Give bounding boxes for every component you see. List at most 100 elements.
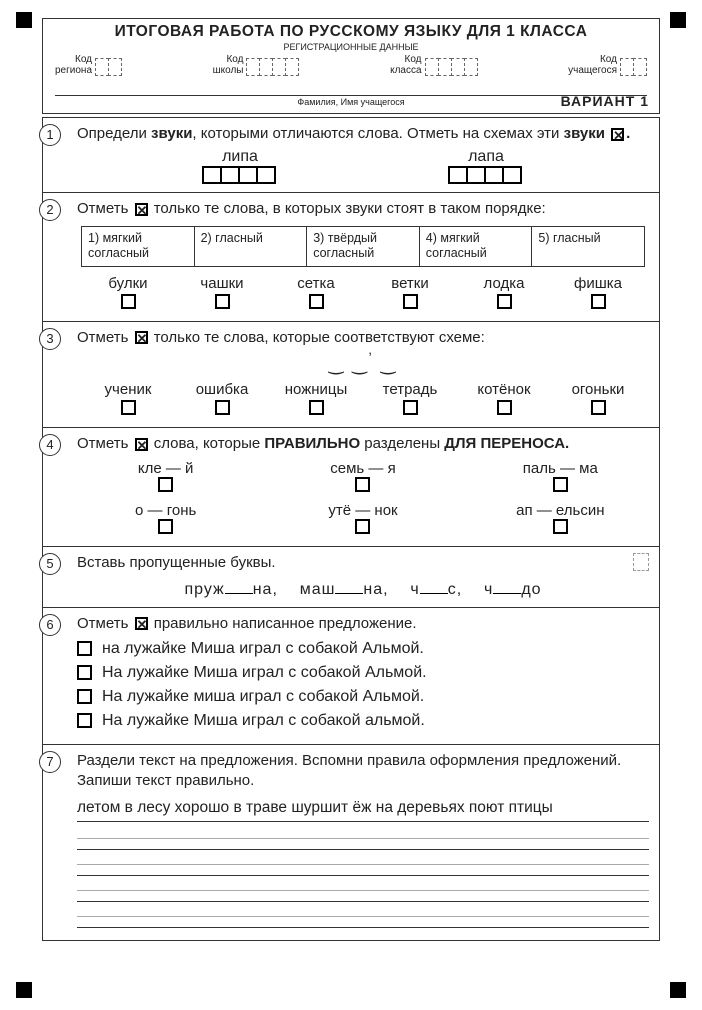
q3-word: ученик <box>81 381 175 398</box>
q6-option: на лужайке Миша играл с собакой Альмой. <box>102 640 424 658</box>
q2-word: чашки <box>175 275 269 292</box>
checkbox[interactable] <box>591 294 606 309</box>
question-6: 6 Отметь правильно написанное предложени… <box>42 607 660 745</box>
blank-input[interactable] <box>335 580 363 594</box>
checkbox[interactable] <box>403 400 418 415</box>
q2-table: 1) мягкий согласный 2) гласный 3) твёрды… <box>81 226 645 267</box>
checkbox[interactable] <box>158 519 173 534</box>
qnum-5: 5 <box>39 553 61 575</box>
q3-scheme: ‿ ‿ʼ ‿ <box>77 350 649 375</box>
checkbox[interactable] <box>309 294 324 309</box>
writing-line[interactable] <box>77 854 649 876</box>
codes-row: Код региона Код школы Код класса Код уча… <box>51 54 651 76</box>
q1-cells-2[interactable] <box>450 166 522 184</box>
checkbox[interactable] <box>497 294 512 309</box>
qnum-4: 4 <box>39 434 61 456</box>
q5-words: пружна, машна, чс, чдо <box>77 580 649 599</box>
q2-word: ветки <box>363 275 457 292</box>
question-3: 3 Отметь только те слова, которые соотве… <box>42 321 660 428</box>
qnum-3: 3 <box>39 328 61 350</box>
qnum-6: 6 <box>39 614 61 636</box>
q6-option: На лужайке Миша играл с собакой Альмой. <box>102 664 427 682</box>
q4-word: кле — й <box>77 460 254 477</box>
q1-word-1: липа <box>204 148 276 166</box>
q4-word: утё — нок <box>274 502 451 519</box>
checkbox[interactable] <box>355 519 370 534</box>
q2-col: 4) мягкий согласный <box>420 227 533 266</box>
checkbox[interactable] <box>121 294 136 309</box>
qnum-1: 1 <box>39 124 61 146</box>
q2-col: 5) гласный <box>532 227 644 266</box>
q4-word: о — гонь <box>77 502 254 519</box>
checkbox[interactable] <box>121 400 136 415</box>
q2-col: 2) гласный <box>195 227 308 266</box>
checkbox-marked-icon <box>611 128 624 141</box>
q2-words: булки чашки сетка ветки лодка фишка <box>77 275 649 313</box>
q3-words: ученик ошибка ножницы тетрадь котёнок ог… <box>77 381 649 419</box>
checkbox[interactable] <box>553 477 568 492</box>
q4-word: ап — ельсин <box>472 502 649 519</box>
variant: ВАРИАНТ 1 <box>561 93 649 109</box>
q3-word: тетрадь <box>363 381 457 398</box>
question-4: 4 Отметь слова, которые ПРАВИЛЬНО раздел… <box>42 427 660 547</box>
checkbox[interactable] <box>77 689 92 704</box>
q2-col: 3) твёрдый согласный <box>307 227 420 266</box>
checkbox[interactable] <box>158 477 173 492</box>
q2-word: фишка <box>551 275 645 292</box>
q1-prompt: Определи звуки, которыми отличаются слов… <box>77 124 649 144</box>
question-1: 1 Определи звуки, которыми отличаются сл… <box>42 117 660 193</box>
q2-col: 1) мягкий согласный <box>82 227 195 266</box>
q1-word-2: лапа <box>450 148 522 166</box>
checkbox[interactable] <box>553 519 568 534</box>
q4-word: паль — ма <box>472 460 649 477</box>
q3-word: ошибка <box>175 381 269 398</box>
reg-label: РЕГИСТРАЦИОННЫЕ ДАННЫЕ <box>51 42 651 52</box>
q6-option: На лужайке миша играл с собакой Альмой. <box>102 688 424 706</box>
q2-word: сетка <box>269 275 363 292</box>
q7-prompt: Раздели текст на предложения. Вспомни пр… <box>77 751 649 792</box>
header: ИТОГОВАЯ РАБОТА ПО РУССКОМУ ЯЗЫКУ ДЛЯ 1 … <box>42 18 660 114</box>
checkbox[interactable] <box>497 400 512 415</box>
name-input-line[interactable] <box>55 82 647 96</box>
q1-cells-1[interactable] <box>204 166 276 184</box>
q3-word: котёнок <box>457 381 551 398</box>
checkbox[interactable] <box>591 400 606 415</box>
blank-input[interactable] <box>225 580 253 594</box>
checkbox[interactable] <box>355 477 370 492</box>
blank-input[interactable] <box>420 580 448 594</box>
question-5: 5 Вставь пропущенные буквы. пружна, машн… <box>42 546 660 607</box>
q2-word: булки <box>81 275 175 292</box>
writing-line[interactable] <box>77 906 649 928</box>
checkbox[interactable] <box>77 641 92 656</box>
checkbox[interactable] <box>215 400 230 415</box>
checkbox[interactable] <box>77 665 92 680</box>
q4-grid: кле — й семь — я паль — ма о — гонь утё … <box>77 460 649 538</box>
checkbox-marked-icon <box>135 203 148 216</box>
checkbox-marked-icon <box>135 617 148 630</box>
code-student-label: Код учащегося <box>568 54 617 76</box>
checkbox-marked-icon <box>135 331 148 344</box>
q2-prompt: Отметь только те слова, в которых звуки … <box>77 199 649 219</box>
q4-prompt: Отметь слова, которые ПРАВИЛЬНО разделен… <box>77 434 649 454</box>
checkbox[interactable] <box>215 294 230 309</box>
blank-input[interactable] <box>493 580 521 594</box>
checkbox[interactable] <box>309 400 324 415</box>
writing-line[interactable] <box>77 880 649 902</box>
qnum-7: 7 <box>39 751 61 773</box>
q3-word: огоньки <box>551 381 645 398</box>
q3-prompt: Отметь только те слова, которые соответс… <box>77 328 649 348</box>
writing-line[interactable] <box>77 828 649 850</box>
checkbox[interactable] <box>77 713 92 728</box>
question-7: 7 Раздели текст на предложения. Вспомни … <box>42 744 660 942</box>
q3-word: ножницы <box>269 381 363 398</box>
q6-option: На лужайке Миша играл с собакой альмой. <box>102 712 425 730</box>
q6-prompt: Отметь правильно написанное предложение. <box>77 614 649 634</box>
title: ИТОГОВАЯ РАБОТА ПО РУССКОМУ ЯЗЫКУ ДЛЯ 1 … <box>51 23 651 41</box>
qnum-2: 2 <box>39 199 61 221</box>
q5-prompt: Вставь пропущенные буквы. <box>77 553 649 573</box>
q7-text: летом в лесу хорошо в траве шуршит ёж на… <box>77 799 649 822</box>
code-region-label: Код региона <box>55 54 92 76</box>
checkbox[interactable] <box>403 294 418 309</box>
q2-word: лодка <box>457 275 551 292</box>
code-school-label: Код школы <box>213 54 244 76</box>
